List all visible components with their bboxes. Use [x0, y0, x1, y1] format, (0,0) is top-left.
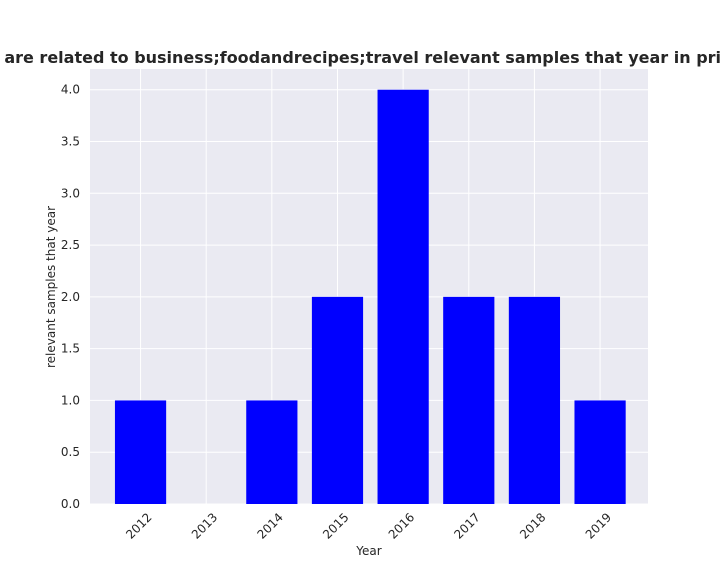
x-axis-label: Year	[355, 544, 381, 558]
y-tick-label: 3.5	[61, 135, 80, 149]
x-axis-ticks: 2012 2013 2014 2015 2016 2017 2018 2019	[123, 510, 614, 541]
y-tick-label: 1.0	[61, 393, 80, 407]
y-axis-label: relevant samples that year	[44, 206, 58, 368]
x-tick-label: 2017	[451, 510, 482, 541]
y-tick-label: 0.5	[61, 445, 80, 459]
y-axis-ticks: 0.0 0.5 1.0 1.5 2.0 2.5 3.0 3.5 4.0	[61, 83, 80, 511]
bar-2012	[114, 400, 167, 504]
bar-2016	[377, 89, 429, 504]
x-tick-label: 2016	[386, 510, 417, 541]
plot-area	[90, 69, 648, 504]
y-tick-label: 3.0	[61, 186, 80, 200]
bars	[114, 89, 626, 504]
x-tick-label: 2014	[254, 510, 285, 541]
y-tick-label: 2.0	[61, 290, 80, 304]
x-tick-label: 2015	[320, 510, 351, 541]
bar-2014	[246, 400, 298, 504]
x-tick-label: 2013	[189, 510, 220, 541]
bar-2017	[443, 296, 495, 504]
y-tick-label: 1.5	[61, 342, 80, 356]
y-tick-label: 0.0	[61, 497, 80, 511]
bar-2018	[508, 296, 561, 504]
x-tick-label: 2019	[583, 510, 614, 541]
bar-2019	[574, 400, 626, 504]
x-tick-label: 2018	[517, 510, 548, 541]
y-tick-label: 4.0	[61, 83, 80, 97]
chart-title: Categories are related to business;fooda…	[0, 48, 720, 67]
bar-2015	[311, 296, 364, 504]
y-tick-label: 2.5	[61, 238, 80, 252]
x-tick-label: 2012	[123, 510, 154, 541]
